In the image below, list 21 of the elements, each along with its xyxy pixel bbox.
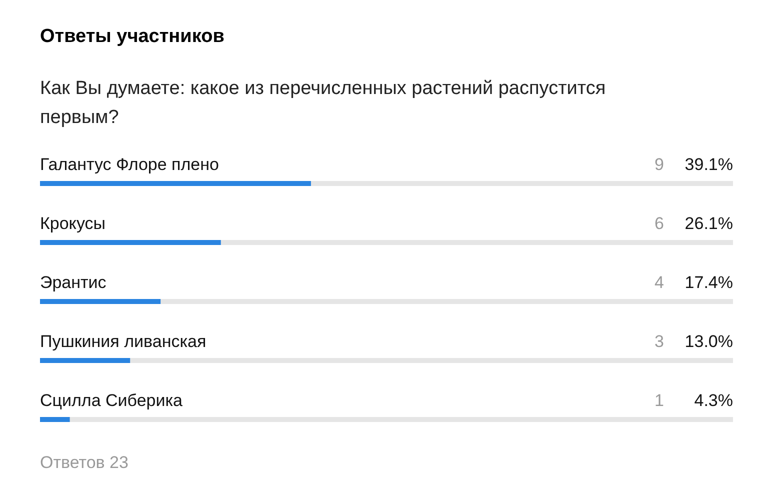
y-tick-label: Эрантис — [40, 273, 107, 292]
annotation: 6 — [654, 214, 664, 233]
text: Ответов 23 — [40, 453, 128, 472]
annotation: 4 — [654, 273, 664, 292]
bar — [40, 417, 70, 422]
annotation: 3 — [654, 332, 664, 351]
data-label: 17.4% — [684, 273, 733, 292]
annotation: 9 — [654, 155, 664, 174]
data-label: 4.3% — [694, 391, 733, 410]
bar — [40, 358, 130, 363]
annotation: 1 — [654, 391, 664, 410]
chart-title: Ответы участников — [40, 26, 224, 47]
data-label: 39.1% — [684, 155, 733, 174]
y-tick-label: Крокусы — [40, 214, 106, 233]
y-tick-label: Галантус Флоре плено — [40, 155, 219, 174]
y-tick-label: Пушкиния ливанская — [40, 332, 206, 351]
chart-subtitle: Как Вы думаете: какое из перечисленных растений распустится первым? — [40, 78, 606, 128]
y-tick-label: Сцилла Сиберика — [40, 391, 184, 410]
bar — [40, 299, 161, 304]
data-label: 26.1% — [684, 214, 733, 233]
data-label: 13.0% — [684, 332, 733, 351]
